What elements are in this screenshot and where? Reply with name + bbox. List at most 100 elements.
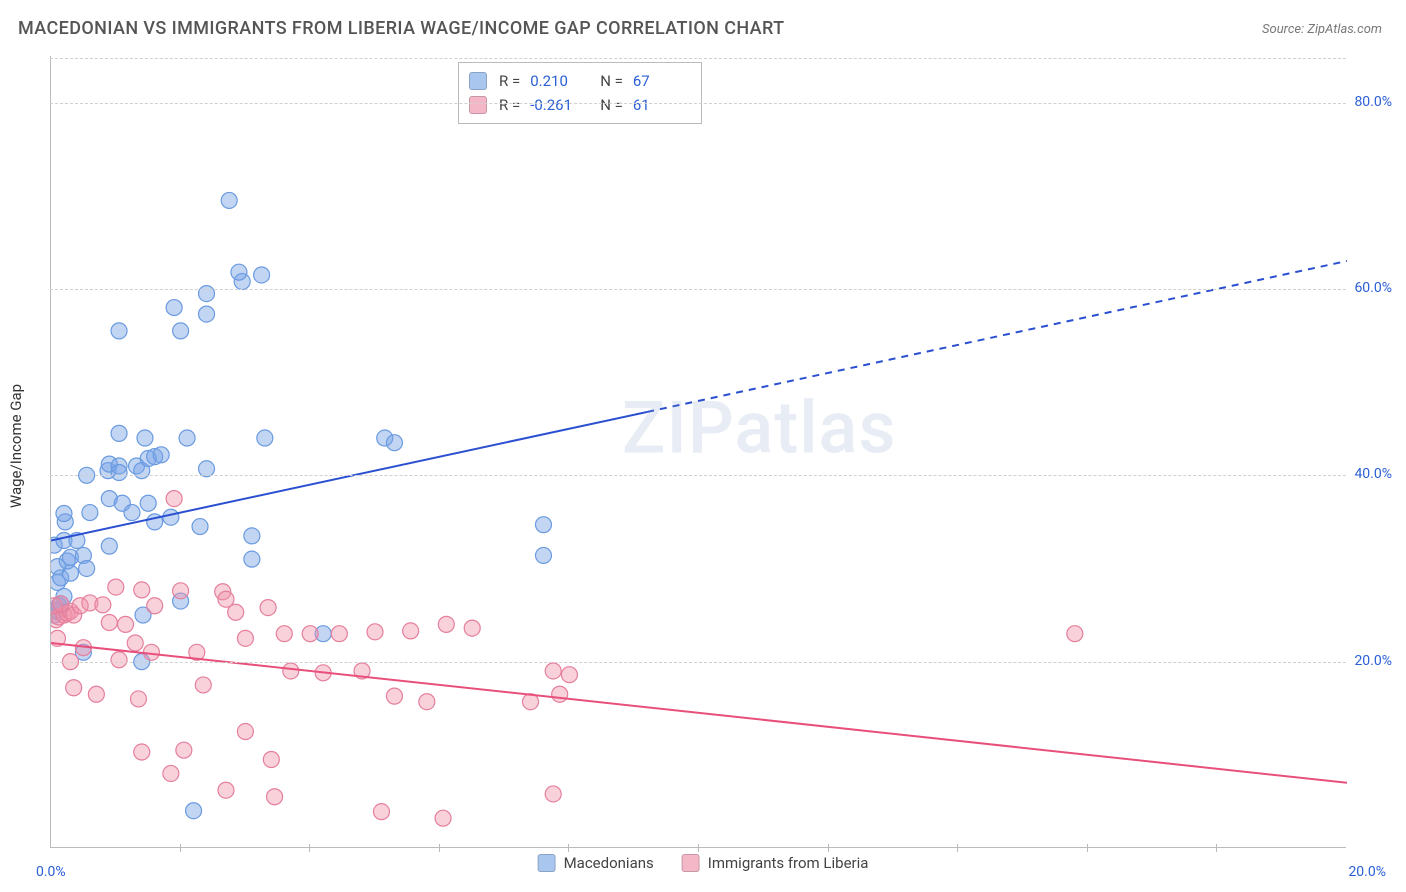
scatter-point-blue <box>192 519 208 535</box>
stat-n-value-blue: 67 <box>633 69 691 93</box>
legend-stats-row-pink: R = -0.261 N = 61 <box>469 93 691 117</box>
legend-item-pink: Immigrants from Liberia <box>682 854 869 872</box>
scatter-point-blue <box>79 560 95 576</box>
scatter-point-pink <box>545 786 561 802</box>
x-tick <box>1216 844 1217 852</box>
scatter-point-blue <box>111 464 127 480</box>
x-tick <box>568 844 569 852</box>
scatter-point-blue <box>186 803 202 819</box>
scatter-point-blue <box>231 264 247 280</box>
scatter-point-pink <box>53 596 69 612</box>
gridline <box>50 289 1346 290</box>
scatter-point-blue <box>254 267 270 283</box>
scatter-point-pink <box>276 626 292 642</box>
scatter-point-pink <box>118 616 134 632</box>
scatter-point-blue <box>221 192 237 208</box>
scatter-point-pink <box>127 635 143 651</box>
scatter-point-pink <box>373 804 389 820</box>
y-tick-label: 60.0% <box>1354 280 1392 296</box>
gridline <box>50 475 1346 476</box>
x-tick <box>1087 844 1088 852</box>
scatter-point-blue <box>111 425 127 441</box>
scatter-point-blue <box>244 528 260 544</box>
x-tick <box>828 844 829 852</box>
scatter-point-pink <box>1067 626 1083 642</box>
scatter-point-pink <box>386 688 402 704</box>
scatter-point-blue <box>244 551 260 567</box>
x-tick <box>439 844 440 852</box>
stat-r-label: R = <box>499 69 520 93</box>
scatter-point-pink <box>403 623 419 639</box>
stat-n-label: N = <box>600 69 623 93</box>
scatter-point-pink <box>95 597 111 613</box>
legend-label-pink: Immigrants from Liberia <box>708 854 869 872</box>
x-tick-label-max: 20.0% <box>1348 864 1386 880</box>
scatter-point-pink <box>66 680 82 696</box>
legend-item-blue: Macedonians <box>538 854 654 872</box>
scatter-point-pink <box>545 663 561 679</box>
legend-stats-row-blue: R = 0.210 N = 67 <box>469 69 691 93</box>
scatter-point-pink <box>176 742 192 758</box>
scatter-point-blue <box>56 505 72 521</box>
scatter-point-pink <box>228 604 244 620</box>
scatter-point-pink <box>166 491 182 507</box>
scatter-point-blue <box>82 505 98 521</box>
stat-n-label: N = <box>600 93 623 117</box>
scatter-point-pink <box>195 677 211 693</box>
scatter-point-blue <box>535 547 551 563</box>
gridline <box>50 662 1346 663</box>
scatter-point-pink <box>163 765 179 781</box>
legend-stats-box: R = 0.210 N = 67 R = -0.261 N = 61 <box>458 62 702 124</box>
scatter-point-blue <box>173 323 189 339</box>
scatter-point-blue <box>124 505 140 521</box>
legend-swatch-pink <box>469 96 487 114</box>
stat-n-value-pink: 61 <box>633 93 691 117</box>
scatter-point-pink <box>438 616 454 632</box>
scatter-point-pink <box>134 744 150 760</box>
scatter-point-blue <box>140 495 156 511</box>
legend-swatch-blue <box>469 72 487 90</box>
x-tick <box>698 844 699 852</box>
scatter-point-pink <box>130 691 146 707</box>
scatter-point-pink <box>419 694 435 710</box>
scatter-point-pink <box>283 663 299 679</box>
scatter-point-pink <box>267 789 283 805</box>
scatter-point-pink <box>111 652 127 668</box>
scatter-point-pink <box>367 624 383 640</box>
source-label: Source: ZipAtlas.com <box>1262 22 1382 37</box>
scatter-point-blue <box>386 435 402 451</box>
stat-r-value-pink: -0.261 <box>530 93 588 117</box>
legend-swatch-pink <box>682 854 700 872</box>
scatter-point-pink <box>263 751 279 767</box>
scatter-point-pink <box>173 583 189 599</box>
scatter-point-pink <box>218 782 234 798</box>
legend-bottom: Macedonians Immigrants from Liberia <box>538 854 869 872</box>
scatter-point-pink <box>260 600 276 616</box>
scatter-point-blue <box>257 430 273 446</box>
scatter-point-pink <box>101 615 117 631</box>
y-tick-label: 40.0% <box>1354 466 1392 482</box>
scatter-point-pink <box>302 626 318 642</box>
trend-line-pink <box>51 643 1347 783</box>
gridline <box>50 58 1346 59</box>
y-tick-label: 80.0% <box>1354 94 1392 110</box>
scatter-point-pink <box>331 626 347 642</box>
stat-r-label: R = <box>499 93 520 117</box>
x-tick <box>309 844 310 852</box>
scatter-point-pink <box>561 667 577 683</box>
scatter-point-pink <box>134 582 150 598</box>
scatter-point-blue <box>101 538 117 554</box>
scatter-point-pink <box>237 630 253 646</box>
chart-plot-area <box>50 56 1346 848</box>
x-tick <box>957 844 958 852</box>
y-axis-label: Wage/Income Gap <box>7 384 25 508</box>
scatter-point-blue <box>199 306 215 322</box>
scatter-point-blue <box>163 509 179 525</box>
scatter-point-pink <box>147 598 163 614</box>
trend-line-blue-dashed <box>647 261 1347 412</box>
legend-label-blue: Macedonians <box>564 854 654 872</box>
scatter-point-blue <box>179 430 195 446</box>
scatter-point-pink <box>435 810 451 826</box>
chart-svg <box>51 56 1347 848</box>
scatter-point-blue <box>137 430 153 446</box>
